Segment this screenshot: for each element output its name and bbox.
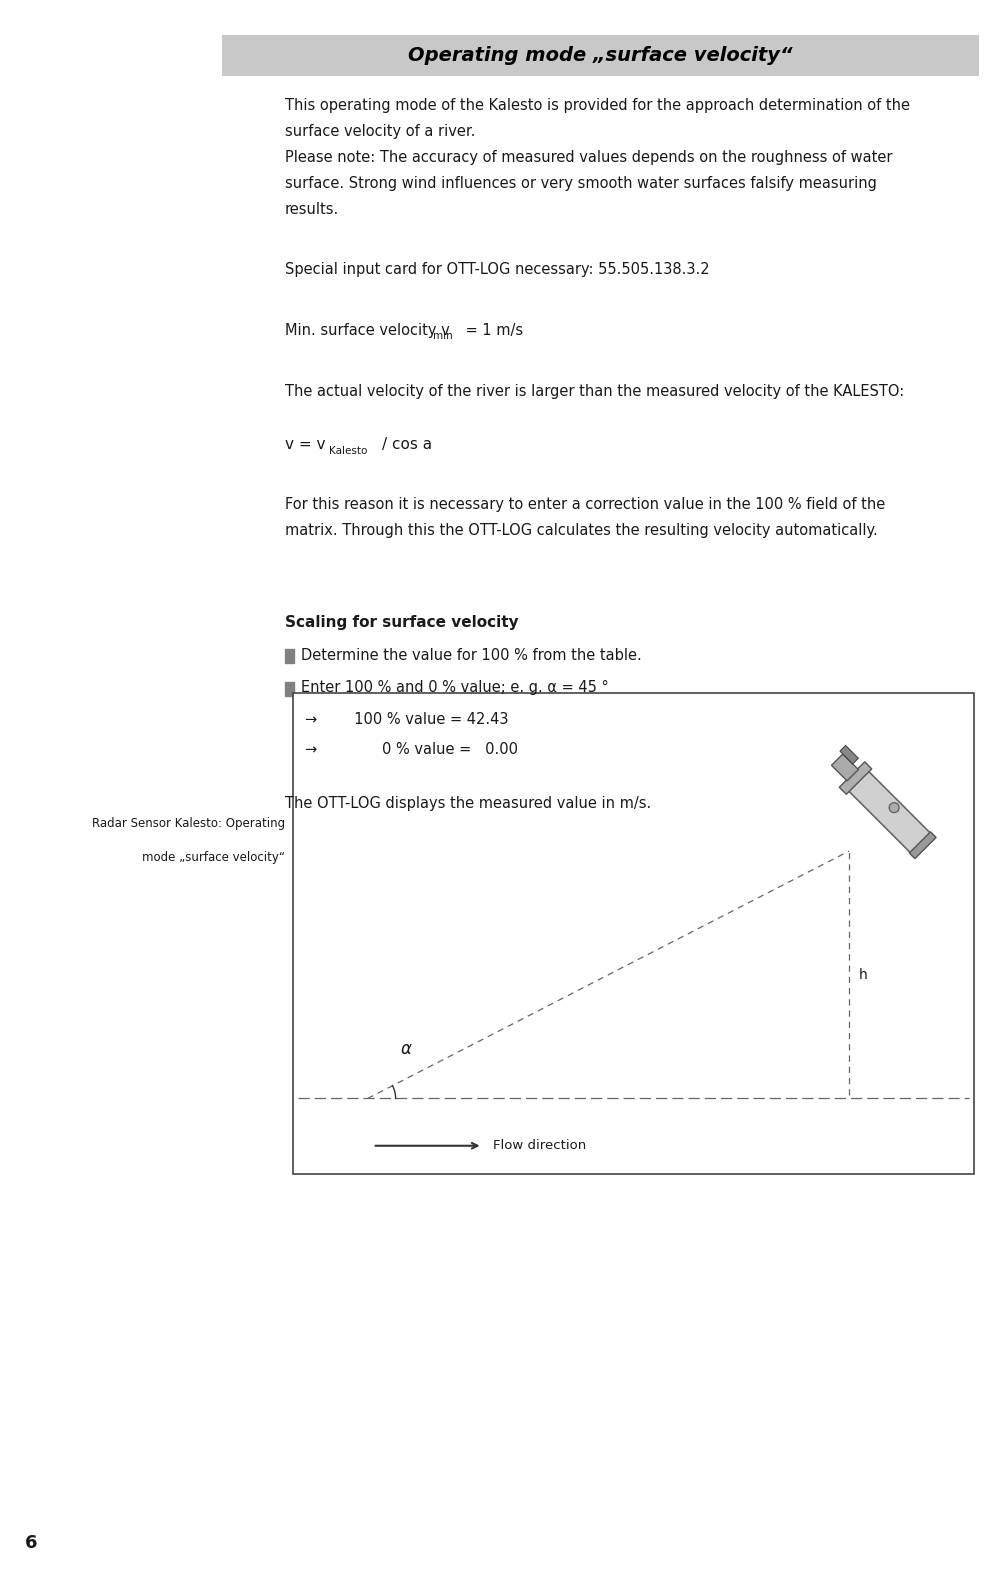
Bar [840,745,858,764]
Text: Radar Sensor Kalesto: Operating: Radar Sensor Kalesto: Operating [92,816,285,829]
Text: surface. Strong wind influences or very smooth water surfaces falsify measuring: surface. Strong wind influences or very … [285,177,876,191]
Text: The OTT-LOG displays the measured value in m/s.: The OTT-LOG displays the measured value … [285,796,651,812]
Text: Scaling for surface velocity: Scaling for surface velocity [285,615,518,630]
Bar [909,832,936,859]
Text: matrix. Through this the OTT-LOG calculates the resulting velocity automatically: matrix. Through this the OTT-LOG calcula… [285,523,877,539]
Bar [831,753,858,780]
Text: Min. surface velocity v: Min. surface velocity v [285,323,450,339]
Bar [839,761,872,794]
Text: →        100 % value = 42.43: → 100 % value = 42.43 [305,712,508,728]
Bar [285,649,294,663]
Text: For this reason it is necessary to enter a correction value in the 100 % field o: For this reason it is necessary to enter… [285,496,885,512]
Text: min: min [433,331,453,340]
Text: v = v: v = v [285,437,330,452]
Text: Kalesto: Kalesto [329,446,367,455]
Text: The actual velocity of the river is larger than the measured velocity of the KAL: The actual velocity of the river is larg… [285,383,904,399]
Text: Determine the value for 100 % from the table.: Determine the value for 100 % from the t… [301,648,641,663]
Bar [845,768,933,856]
Text: This operating mode of the Kalesto is provided for the approach determination of: This operating mode of the Kalesto is pr… [285,98,910,113]
Text: Flow direction: Flow direction [493,1139,585,1152]
Text: Operating mode „surface velocity“: Operating mode „surface velocity“ [409,46,792,65]
Text: results.: results. [285,202,339,217]
Text: α: α [401,1040,412,1057]
Text: Please note: The accuracy of measured values depends on the roughness of water: Please note: The accuracy of measured va… [285,150,892,165]
Text: / cos a: / cos a [382,437,432,452]
Text: h: h [859,968,868,982]
Text: 6: 6 [25,1535,38,1552]
Text: surface velocity of a river.: surface velocity of a river. [285,125,476,139]
Bar [222,35,979,76]
Text: Special input card for OTT-LOG necessary: 55.505.138.3.2: Special input card for OTT-LOG necessary… [285,262,709,277]
Text: Enter 100 % and 0 % value; e. g. α = 45 °: Enter 100 % and 0 % value; e. g. α = 45 … [301,679,608,695]
Text: mode „surface velocity“: mode „surface velocity“ [142,851,285,864]
Bar [293,693,974,1174]
Bar [285,681,294,695]
Text: →              0 % value =   0.00: → 0 % value = 0.00 [305,741,517,756]
Circle shape [889,802,899,813]
Text: = 1 m/s: = 1 m/s [461,323,522,339]
